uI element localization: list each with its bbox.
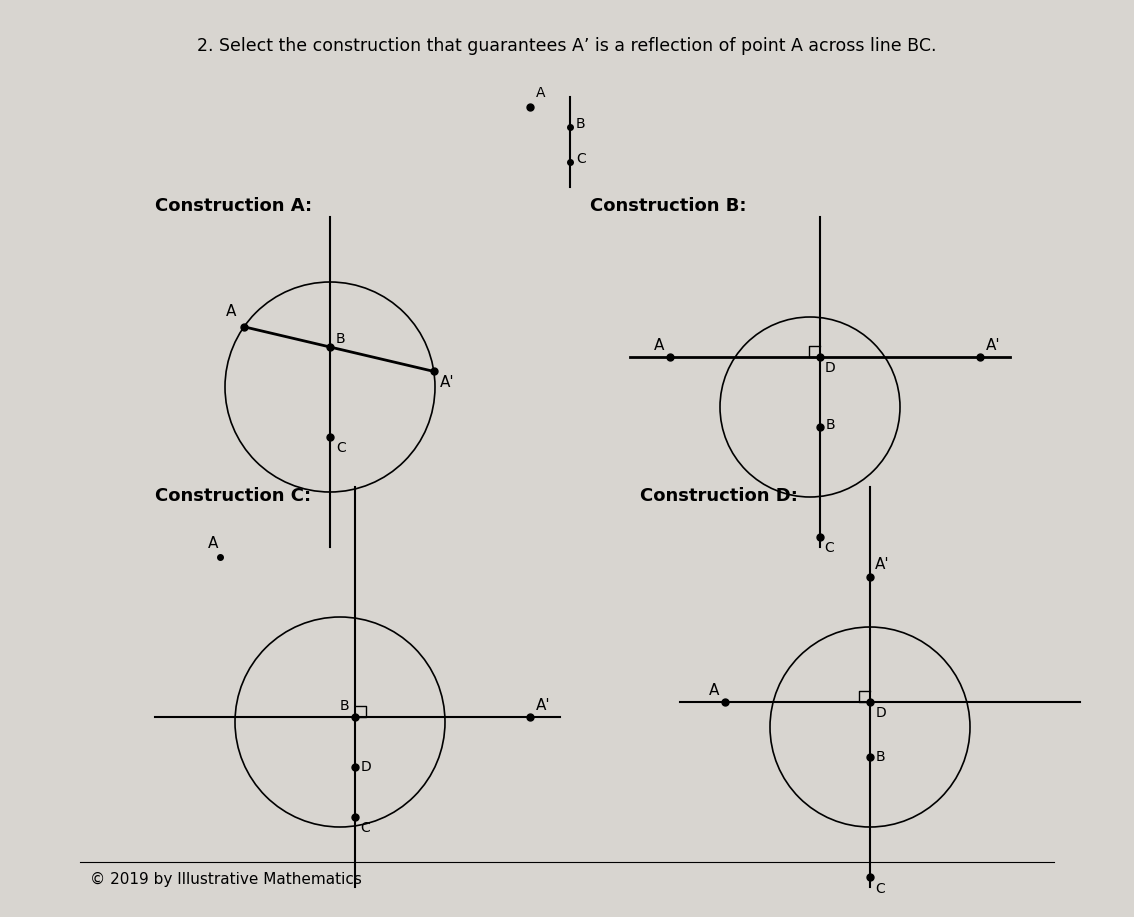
Text: C: C [824,541,833,555]
Text: A': A' [536,698,551,713]
Text: 2. Select the construction that guarantees A’ is a reflection of point A across : 2. Select the construction that guarante… [197,37,937,55]
Text: A: A [208,536,218,551]
Text: Construction C:: Construction C: [155,487,311,505]
Text: C: C [875,882,885,896]
Text: A: A [536,86,545,100]
Text: Construction D:: Construction D: [640,487,798,505]
Text: A: A [226,304,236,319]
Text: A: A [709,683,719,698]
Text: A': A' [985,338,1000,353]
Text: D: D [361,760,372,774]
Text: C: C [336,441,346,455]
Text: B: B [875,750,886,764]
Text: B: B [336,332,346,346]
Text: C: C [576,152,586,166]
Text: B: B [339,699,349,713]
Text: Construction B:: Construction B: [590,197,746,215]
Text: D: D [826,361,836,375]
Text: A': A' [875,557,890,572]
Text: C: C [359,821,370,835]
Text: Construction A:: Construction A: [155,197,312,215]
Text: A: A [653,338,665,353]
Text: © 2019 by Illustrative Mathematics: © 2019 by Illustrative Mathematics [90,872,362,887]
Text: A': A' [440,375,455,391]
Text: B: B [826,418,836,432]
Text: D: D [875,706,887,720]
Text: B: B [576,117,585,131]
